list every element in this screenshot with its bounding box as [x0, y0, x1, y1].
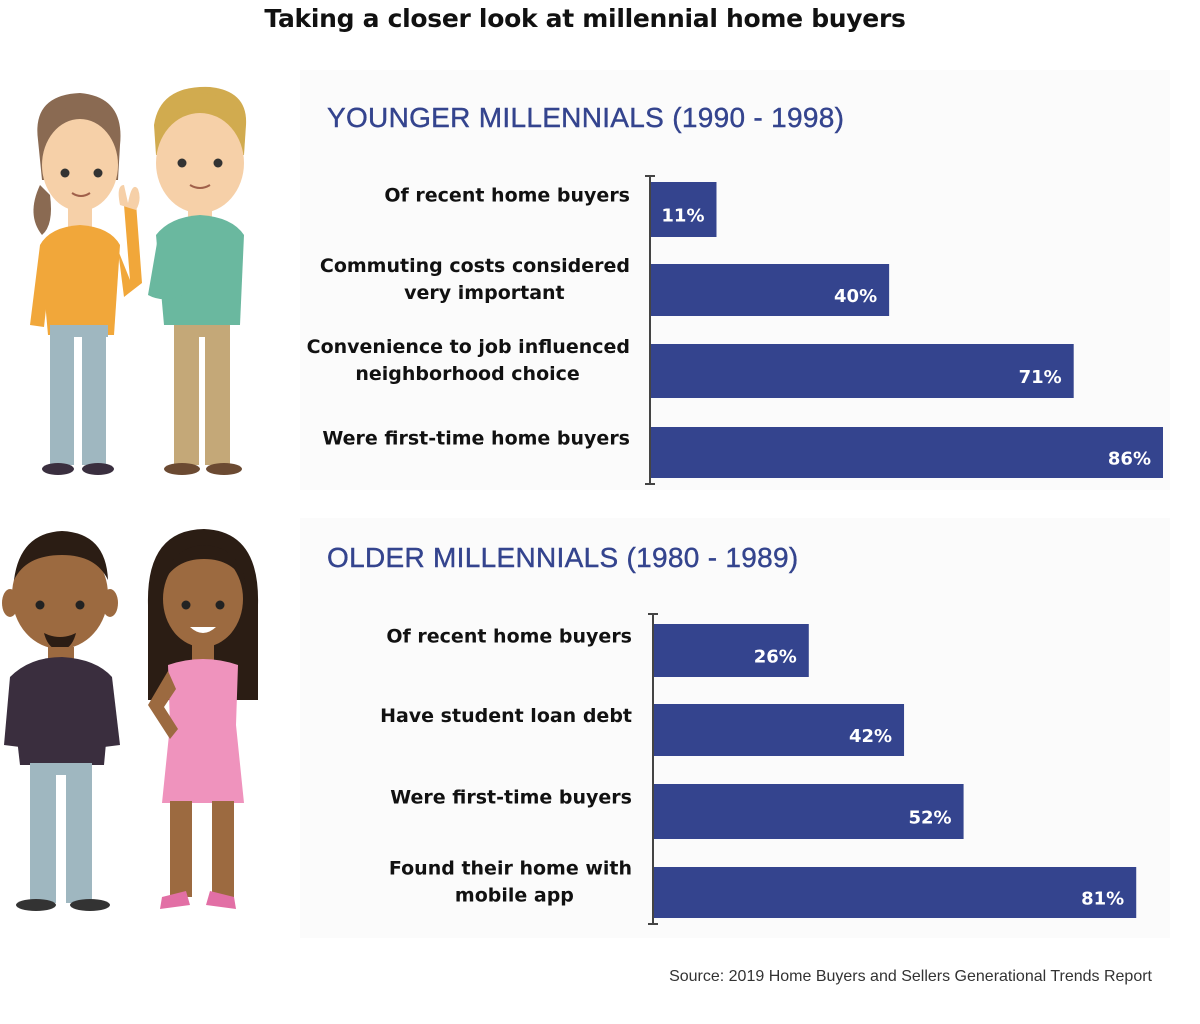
older-bar-2: [654, 704, 905, 756]
younger-millennials-heading: YOUNGER MILLENNIALS (1990 - 1998): [327, 102, 845, 133]
younger-category-label-2-line-2: very important: [404, 282, 565, 304]
younger-category-label-2-line-1: Commuting costs considered: [320, 255, 630, 277]
infographic-title: Taking a closer look at millennial home …: [264, 4, 906, 33]
older-category-label-3-line-1: Were first-time buyers: [390, 787, 632, 809]
younger-bar-value-label-3: 71%: [1019, 367, 1062, 388]
source-note: Source: 2019 Home Buyers and Sellers Gen…: [669, 968, 1152, 985]
older-category-label-1-line-1: Of recent home buyers: [386, 626, 632, 648]
younger-bar-2: [651, 264, 890, 316]
young-man-illustration: [148, 86, 247, 475]
older-bar-1: [654, 624, 809, 677]
older-category-label-2-line-1: Have student loan debt: [380, 705, 632, 727]
younger-bar-4: [651, 427, 1163, 478]
younger-category-label-3-line-1: Convenience to job influenced: [307, 336, 630, 358]
younger-category-label-4: Were first-time home buyers: [322, 428, 630, 450]
older-category-label-4-line-1: Found their home with: [389, 858, 632, 880]
older-bar-value-label-2: 42%: [849, 726, 892, 747]
older-category-label-1: Of recent home buyers: [386, 626, 632, 648]
younger-category-label-3: Convenience to job influenced neighborhoo…: [307, 336, 630, 385]
younger-bar-value-label-4: 86%: [1108, 449, 1151, 470]
younger-category-label-2: Commuting costs considered very important: [320, 255, 630, 304]
older-man-illustration: [2, 531, 120, 911]
older-category-label-4-line-2: mobile app: [455, 885, 574, 907]
younger-category-label-1-line-1: Of recent home buyers: [384, 185, 630, 207]
older-millennials-heading: OLDER MILLENNIALS (1980 - 1989): [327, 542, 799, 573]
older-category-label-2: Have student loan debt: [380, 705, 632, 727]
young-woman-illustration: [30, 93, 142, 475]
younger-category-label-3-line-2: neighborhood choice: [355, 363, 579, 385]
older-bar-value-label-3: 52%: [908, 808, 951, 829]
older-category-label-3: Were first-time buyers: [390, 787, 632, 809]
younger-category-label-1: Of recent home buyers: [384, 185, 630, 207]
younger-bar-3: [651, 344, 1074, 398]
younger-category-label-4-line-1: Were first-time home buyers: [322, 428, 630, 450]
older-bar-value-label-1: 26%: [754, 647, 797, 668]
older-category-label-4: Found their home with mobile app: [389, 858, 632, 907]
younger-bar-value-label-2: 40%: [834, 286, 877, 307]
older-bar-4: [654, 867, 1137, 918]
younger-bar-value-label-1: 11%: [661, 206, 704, 227]
older-bar-value-label-4: 81%: [1081, 889, 1124, 910]
older-woman-illustration: [147, 529, 259, 909]
younger-bar-1: [651, 182, 717, 237]
older-bar-3: [654, 784, 964, 839]
